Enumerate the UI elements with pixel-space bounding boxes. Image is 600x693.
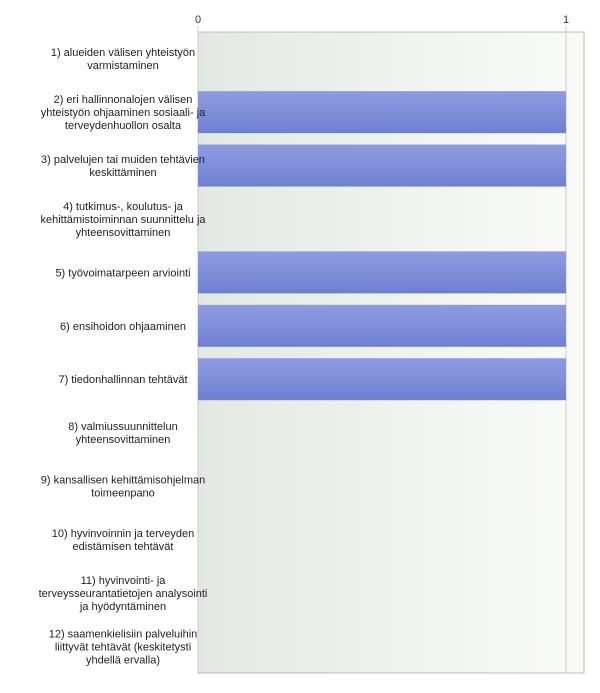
- category-label-line: varmistaminen: [87, 60, 159, 72]
- category-label-line: ja hyödyntäminen: [79, 601, 166, 613]
- category-label-line: yhteistyön ohjaaminen sosiaali- ja: [41, 107, 206, 119]
- category-label-line: yhteensovittaminen: [76, 227, 171, 239]
- category-label-line: 9) kansallisen kehittämisohjelman: [41, 475, 205, 487]
- category-label-line: 8) valmiussuunnittelun: [68, 421, 177, 433]
- category-label-line: 11) hyvinvointi- ja: [81, 575, 167, 587]
- x-tick-label: 0: [195, 14, 201, 26]
- category-label: 5) työvoimatarpeen arviointi: [55, 267, 190, 279]
- bar: [198, 304, 566, 347]
- category-label-line: 6) ensihoidon ohjaaminen: [60, 321, 186, 333]
- category-label: 10) hyvinvoinnin ja terveydenedistämisen…: [52, 528, 194, 553]
- category-label: 9) kansallisen kehittämisohjelmantoimeen…: [41, 475, 205, 500]
- category-label-line: 3) palvelujen tai muiden tehtävien: [41, 154, 205, 166]
- category-label-line: 1) alueiden välisen yhteistyön: [51, 47, 195, 59]
- category-label-line: yhteensovittaminen: [76, 434, 171, 446]
- category-label: 11) hyvinvointi- jaterveysseurantatietoj…: [39, 575, 208, 613]
- category-label: 7) tiedonhallinnan tehtävät: [58, 374, 187, 386]
- category-label-line: 5) työvoimatarpeen arviointi: [55, 267, 190, 279]
- bar: [198, 144, 566, 187]
- category-label: 4) tutkimus-, koulutus- jakehittämistoim…: [40, 201, 206, 239]
- category-label: 12) saamenkielisiin palveluihinliittyvät…: [49, 628, 198, 666]
- category-label-line: terveysseurantatietojen analysointi: [39, 588, 208, 600]
- category-label-line: 2) eri hallinnonalojen välisen: [54, 94, 193, 106]
- category-label: 1) alueiden välisen yhteistyönvarmistami…: [51, 47, 195, 72]
- bar: [198, 358, 566, 401]
- category-label-line: keskittäminen: [89, 167, 156, 179]
- category-label-line: 7) tiedonhallinnan tehtävät: [58, 374, 187, 386]
- category-label: 2) eri hallinnonalojen välisenyhteistyön…: [41, 94, 206, 132]
- category-label-line: toimeenpano: [91, 488, 155, 500]
- category-label: 3) palvelujen tai muiden tehtävienkeskit…: [41, 154, 205, 179]
- category-label-line: kehittämistoiminnan suunnittelu ja: [40, 214, 206, 226]
- category-label-line: yhdellä ervalla): [86, 654, 160, 666]
- category-label: 6) ensihoidon ohjaaminen: [60, 321, 186, 333]
- category-label-line: 10) hyvinvoinnin ja terveyden: [52, 528, 194, 540]
- x-tick-label: 1: [563, 14, 569, 26]
- bar: [198, 251, 566, 294]
- category-label-line: 4) tutkimus-, koulutus- ja: [63, 201, 184, 213]
- bar: [198, 91, 566, 134]
- category-label-line: liittyvät tehtävät (keskitetysti: [55, 641, 191, 653]
- category-label-line: 12) saamenkielisiin palveluihin: [49, 628, 198, 640]
- plot-area: [197, 31, 585, 674]
- category-label-line: terveydenhuollon osalta: [65, 120, 182, 132]
- category-label-line: edistämisen tehtävät: [73, 541, 174, 553]
